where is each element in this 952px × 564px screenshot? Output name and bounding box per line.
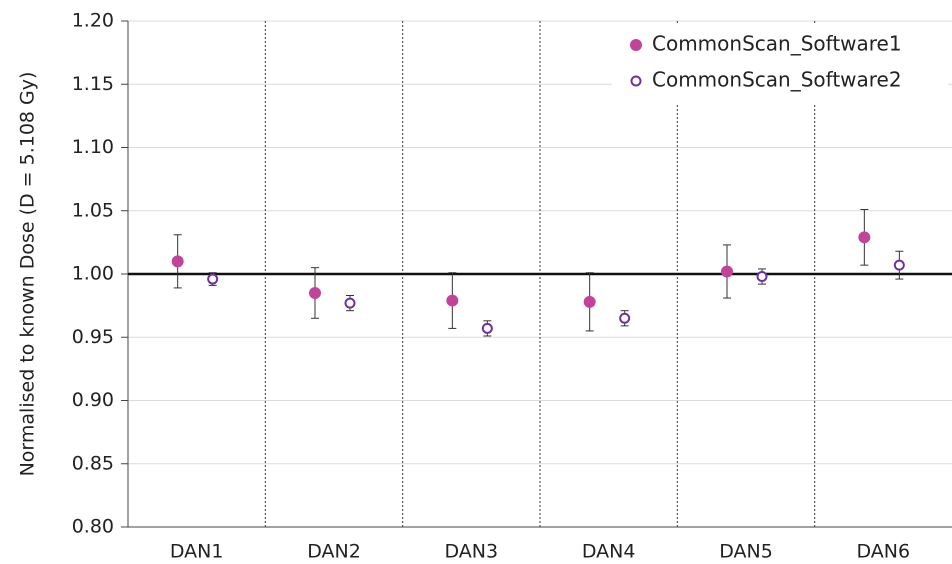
- y-tick-label: 0.85: [72, 452, 114, 474]
- point: [756, 271, 768, 283]
- x-tick-label: DAN1: [170, 541, 224, 563]
- point: [583, 295, 596, 308]
- legend-label: CommonScan_Software2: [652, 68, 902, 92]
- point: [171, 255, 184, 268]
- y-tick-label: 1.10: [72, 136, 114, 158]
- point: [481, 322, 493, 334]
- point: [619, 312, 631, 324]
- point: [446, 294, 459, 307]
- legend-marker: [630, 75, 642, 87]
- x-tick-label: DAN5: [719, 541, 773, 563]
- x-tick-label: DAN4: [582, 541, 636, 563]
- point: [309, 286, 321, 299]
- y-tick-label: 0.80: [72, 516, 114, 538]
- x-tick-label: DAN3: [445, 541, 499, 563]
- y-axis-label: Normalised to known Dose (D = 5.108 Gy): [17, 72, 39, 477]
- y-tick-label: 1.05: [72, 199, 114, 221]
- y-tick-label: 0.90: [72, 389, 114, 411]
- point: [207, 273, 219, 285]
- point: [721, 265, 733, 278]
- y-tick-label: 1.00: [72, 263, 114, 285]
- x-tick-label: DAN2: [307, 541, 361, 563]
- legend-box: [612, 24, 948, 104]
- y-tick-label: 0.95: [72, 326, 114, 348]
- legend-marker: [630, 39, 642, 51]
- legend: CommonScan_Software1 CommonScan_Software2: [612, 24, 948, 104]
- point: [344, 297, 356, 309]
- legend-label: CommonScan_Software1: [652, 32, 902, 56]
- y-tick-label: 1.15: [72, 73, 114, 95]
- point: [893, 259, 905, 271]
- point: [858, 231, 871, 244]
- y-tick-label: 1.20: [72, 10, 114, 32]
- x-tick-label: DAN6: [857, 541, 911, 563]
